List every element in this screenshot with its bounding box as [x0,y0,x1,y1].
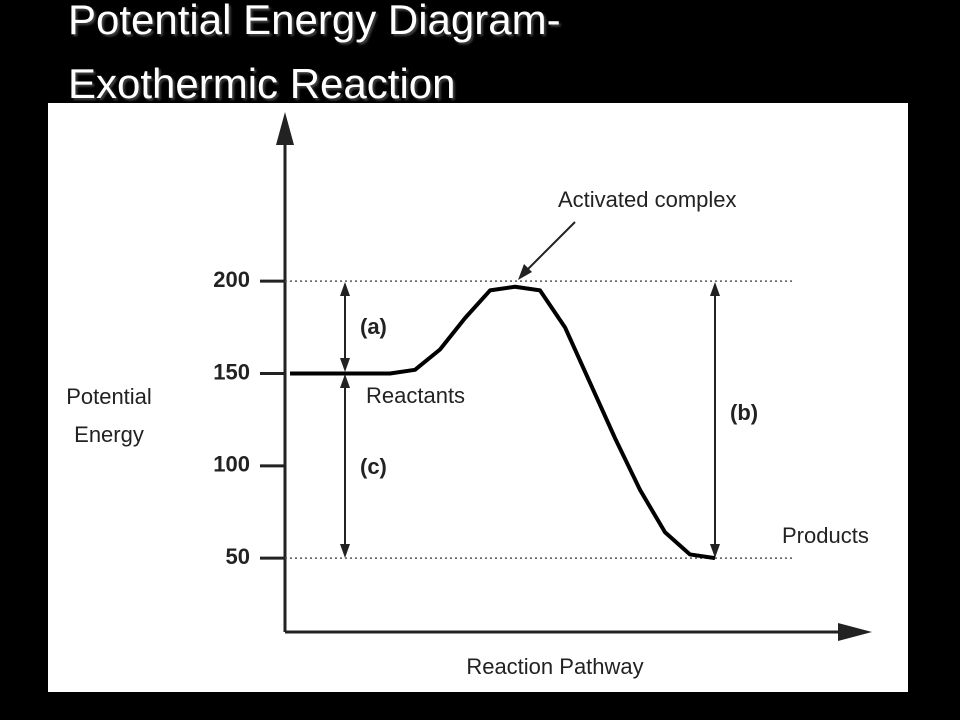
arrow-head [340,374,350,388]
arrow-head [340,282,350,296]
annotation: (c) [360,454,387,479]
arrow-head [518,264,532,280]
level-arrows [340,221,720,558]
y-tick-label: 50 [226,544,250,569]
slide-title: Potential Energy Diagram- Exothermic Rea… [68,0,561,107]
annotation: (a) [360,314,387,339]
x-axis-label: Reaction Pathway [466,654,643,679]
arrow-head [710,544,720,558]
annotation: (b) [730,400,758,425]
annotation: Reactants [366,383,465,408]
arrow-head [340,544,350,558]
chart-panel [48,103,908,692]
y-axis-arrow [276,112,294,145]
annotation: Products [782,523,869,548]
pointer-arrow [524,221,576,273]
annotation: Activated complex [558,187,737,212]
arrow-head [340,358,350,372]
x-axis-arrow [838,623,872,641]
energy-curve [290,284,716,561]
y-tick-label: 200 [213,267,250,292]
y-tick-label: 100 [213,452,250,477]
y-tick-label: 150 [213,359,250,384]
arrow-head [710,282,720,296]
y-axis-label: Potential Energy [66,384,152,447]
axes [276,112,872,641]
